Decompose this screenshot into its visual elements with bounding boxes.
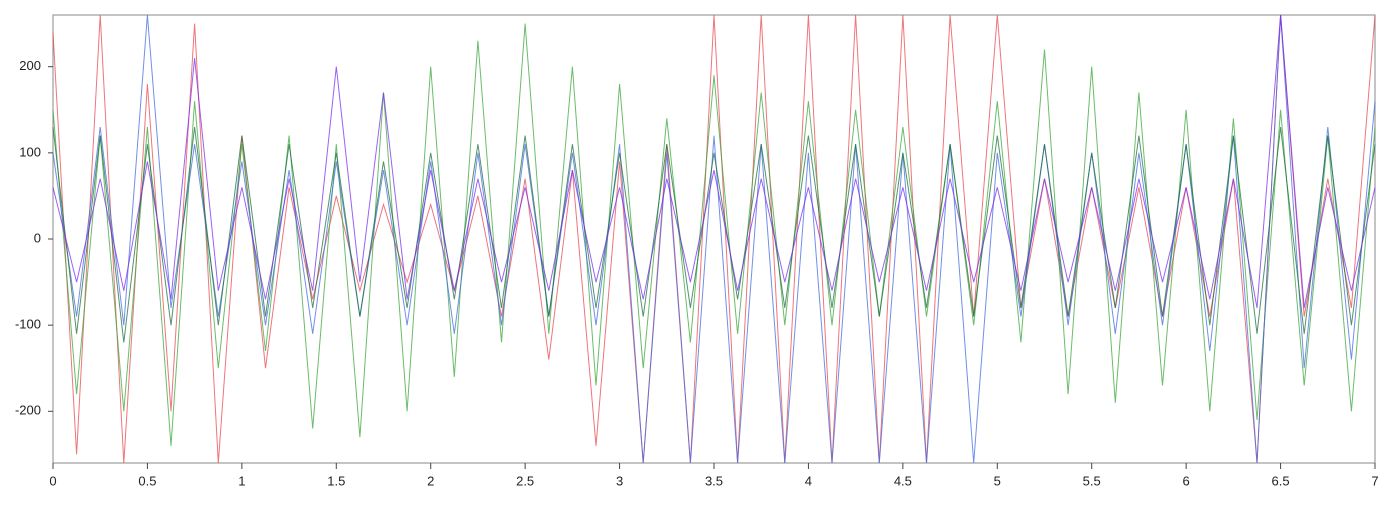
x-tick-label: 3.5 — [705, 473, 723, 488]
x-tick-label: 0.5 — [138, 473, 156, 488]
x-tick-label: 0 — [49, 473, 56, 488]
x-tick-label: 6 — [1183, 473, 1190, 488]
x-tick-label: 2 — [427, 473, 434, 488]
x-tick-label: 1 — [238, 473, 245, 488]
y-tick-label: 200 — [19, 58, 41, 73]
x-tick-label: 5 — [994, 473, 1001, 488]
signal-line — [52, 14, 1376, 464]
signal-line — [52, 23, 1376, 446]
x-tick-label: 1.5 — [327, 473, 345, 488]
signal-line — [52, 14, 1376, 308]
y-tick-label: 100 — [19, 144, 41, 159]
y-tick-label: 0 — [34, 230, 41, 245]
x-tick-label: 2.5 — [516, 473, 534, 488]
x-tick-label: 3 — [616, 473, 623, 488]
x-tick-label: 4 — [805, 473, 812, 488]
y-tick-label: -200 — [15, 403, 41, 418]
x-tick-label: 5.5 — [1083, 473, 1101, 488]
signal-line — [52, 126, 1376, 343]
y-tick-label: -100 — [15, 317, 41, 332]
signal-line — [52, 14, 1376, 464]
x-tick-label: 4.5 — [894, 473, 912, 488]
x-tick-label: 6.5 — [1272, 473, 1290, 488]
x-tick-label: 7 — [1371, 473, 1378, 488]
